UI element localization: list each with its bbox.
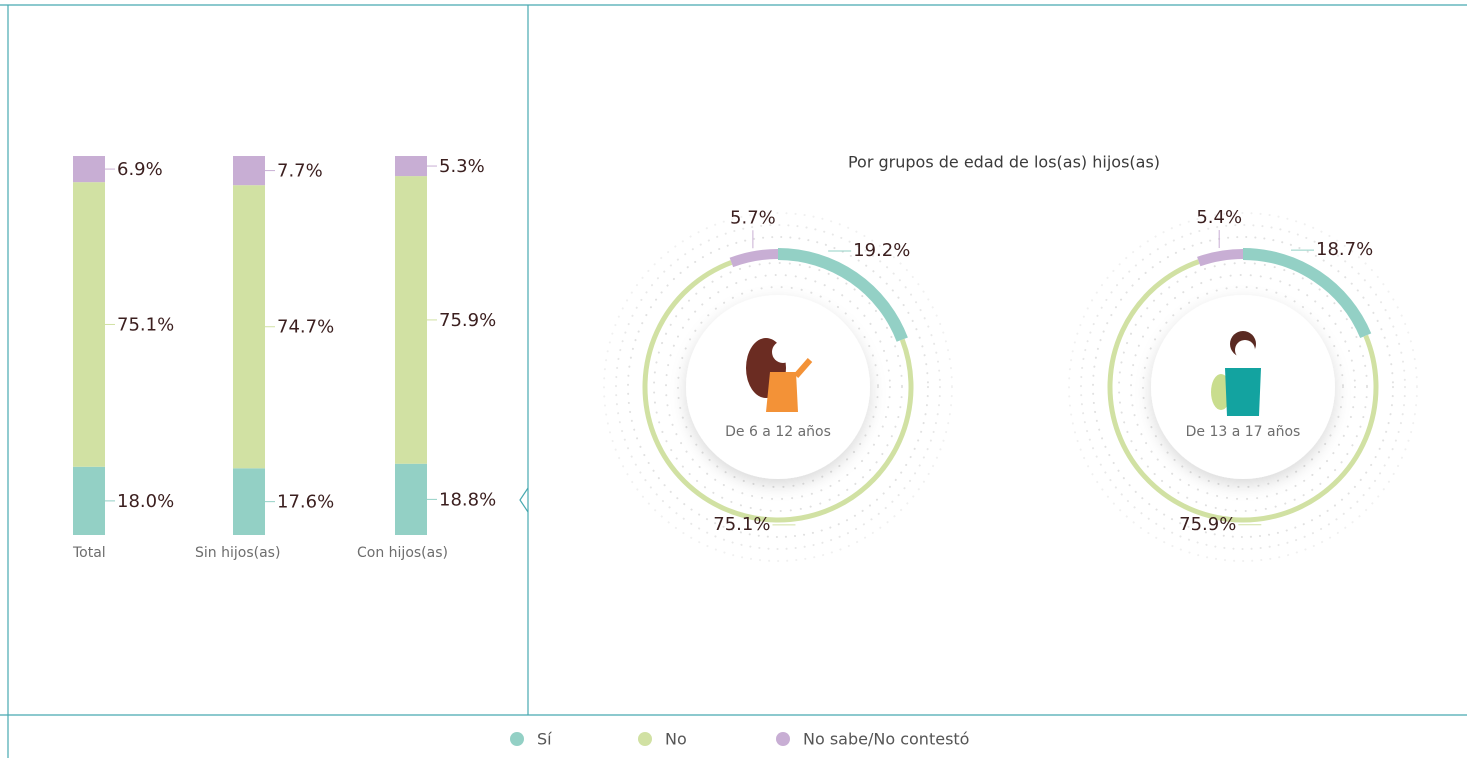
data-label: 5.4% (1196, 207, 1242, 228)
bar-segment (233, 468, 265, 535)
x-tick-label: Total (72, 545, 106, 561)
data-label: 75.9% (439, 310, 496, 331)
x-tick-label: Sin hijos(as) (195, 545, 280, 561)
data-label: 75.1% (117, 314, 174, 335)
data-label: 18.7% (1316, 239, 1373, 260)
data-label: 19.2% (853, 240, 910, 261)
data-label: 18.8% (439, 489, 496, 510)
data-label: 75.9% (1179, 514, 1236, 535)
legend-label: No (665, 730, 687, 749)
body (1225, 368, 1261, 416)
bar-segment (395, 156, 427, 176)
data-label: 6.9% (117, 159, 163, 180)
bar-segment (395, 176, 427, 464)
chart-title: Por grupos de edad de los(as) hijos(as) (848, 153, 1160, 172)
legend-marker (776, 732, 790, 746)
data-label: 5.3% (439, 156, 485, 177)
donut-segment (731, 254, 778, 262)
center-label: De 6 a 12 años (725, 424, 831, 440)
bar-segment (73, 467, 105, 535)
data-label: 5.7% (730, 207, 776, 228)
face (772, 341, 794, 363)
bar-segment (233, 185, 265, 468)
legend-label: No sabe/No contestó (803, 730, 969, 749)
center-label: De 13 a 17 años (1186, 424, 1301, 440)
bar-segment (73, 182, 105, 467)
legend-marker (510, 732, 524, 746)
face (1235, 340, 1255, 360)
data-label: 7.7% (277, 161, 323, 182)
infographic: Por grupos de edad de los(as) hijos(as) … (0, 0, 1467, 758)
data-label: 75.1% (713, 514, 770, 535)
body (766, 372, 798, 412)
bar-segment (233, 156, 265, 185)
legend-marker (638, 732, 652, 746)
bar-segment (73, 156, 105, 182)
legend-label: Sí (537, 730, 552, 749)
data-label: 18.0% (117, 491, 174, 512)
x-tick-label: Con hijos(as) (357, 545, 448, 561)
data-label: 17.6% (277, 492, 334, 513)
bar-segment (395, 464, 427, 535)
donut-segment (1199, 254, 1243, 262)
data-label: 74.7% (277, 317, 334, 338)
